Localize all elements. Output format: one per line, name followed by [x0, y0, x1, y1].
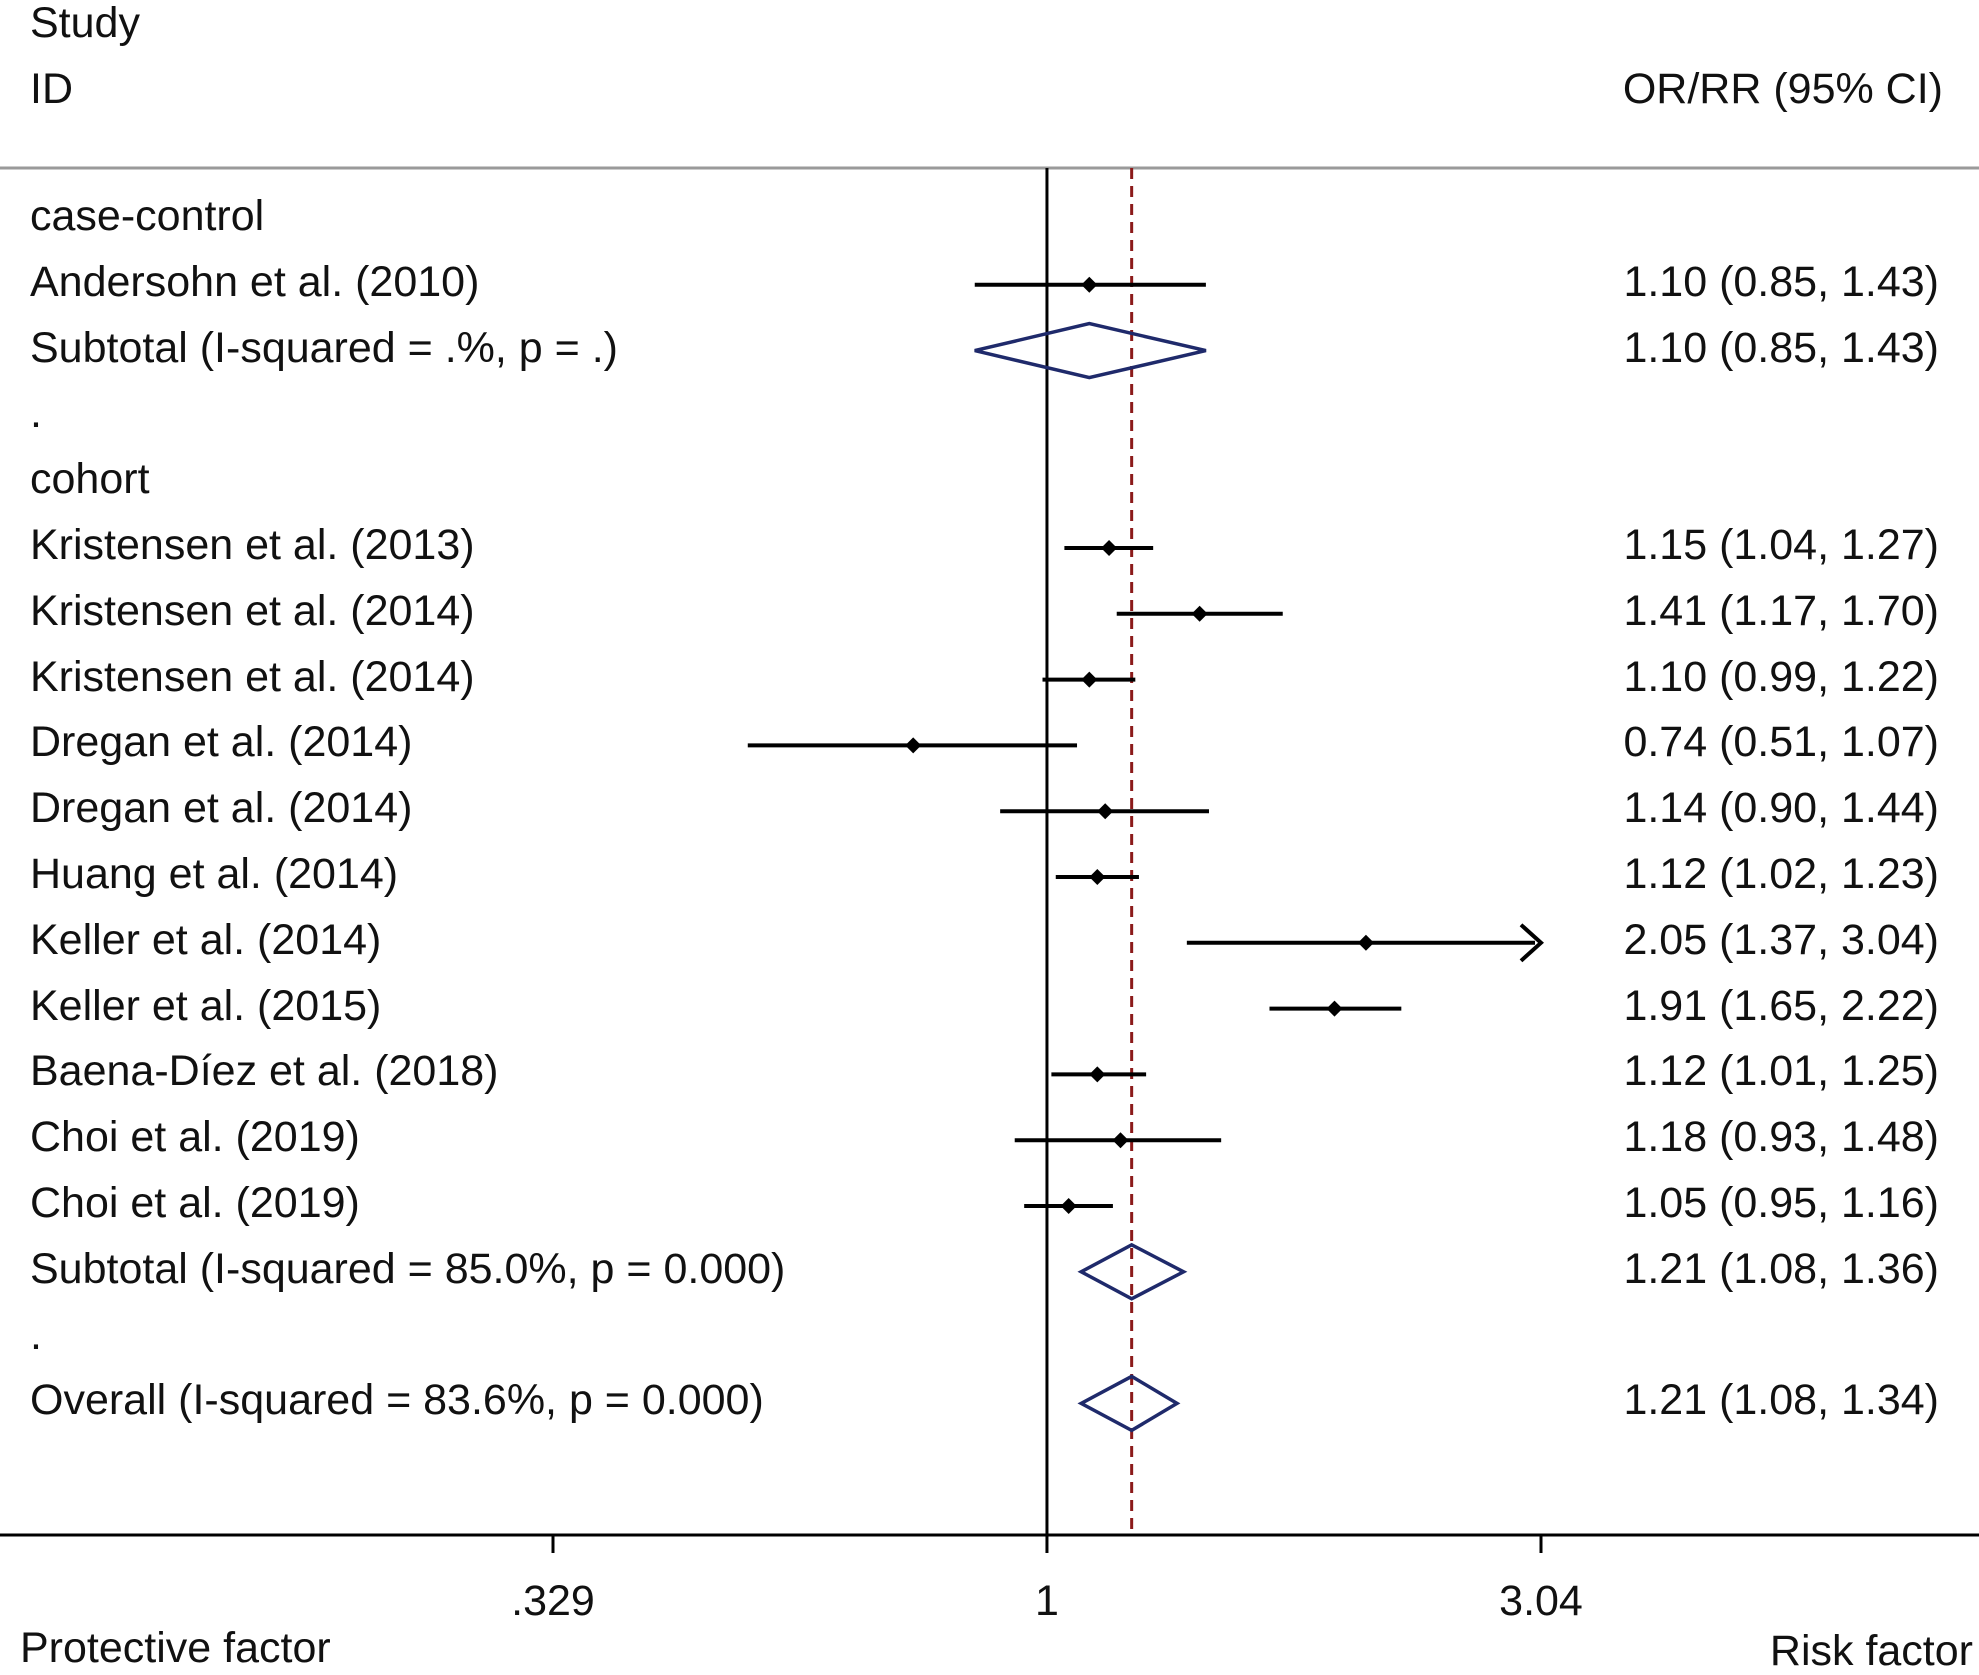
point-estimate: [1060, 1198, 1077, 1214]
point-estimate: [1357, 934, 1374, 951]
header-id-label: ID: [30, 65, 73, 113]
estimate-text: 1.15 (1.04, 1.27): [1623, 521, 1939, 569]
estimate-text: 1.05 (0.95, 1.16): [1623, 1179, 1939, 1227]
point-estimate: [1112, 1132, 1129, 1149]
study-label: Kristensen et al. (2014): [30, 586, 475, 635]
chart-marks: [551, 168, 1544, 1553]
group-label: cohort: [30, 455, 150, 504]
point-estimate: [905, 737, 922, 754]
estimate-text: 1.14 (0.90, 1.44): [1623, 784, 1939, 833]
overall-diamond: [1077, 1374, 1181, 1433]
header-study-label: Study: [30, 0, 140, 47]
spacer-label: .: [30, 1310, 42, 1359]
subtotal-label: Subtotal (I-squared = 85.0%, p = 0.000): [30, 1244, 786, 1293]
estimate-text: 1.10 (0.85, 1.43): [1623, 257, 1939, 306]
subtotal-diamond: [974, 321, 1207, 380]
risk-factor-label: Risk factor: [1769, 1627, 1973, 1675]
study-label: Kristensen et al. (2013): [30, 521, 475, 569]
subtotal-diamond: [1077, 1242, 1188, 1301]
estimate-text: 1.10 (0.85, 1.43): [1623, 323, 1939, 372]
estimate-text: 1.91 (1.65, 2.22): [1623, 981, 1939, 1030]
study-label: Huang et al. (2014): [30, 850, 399, 898]
point-estimate: [1326, 1000, 1343, 1017]
point-estimate: [1089, 1066, 1106, 1083]
study-label: Choi et al. (2019): [30, 1113, 360, 1162]
spacer-label: .: [30, 389, 42, 438]
overall-label: Overall (I-squared = 83.6%, p = 0.000): [30, 1376, 764, 1425]
x-tick-label: .329: [511, 1577, 595, 1625]
point-estimate: [1081, 276, 1098, 293]
estimate-text: 1.10 (0.99, 1.22): [1623, 652, 1939, 701]
study-label: Choi et al. (2019): [30, 1179, 360, 1227]
study-label: Dregan et al. (2014): [30, 784, 413, 833]
x-tick-label: 1: [1034, 1577, 1059, 1625]
point-estimate: [1191, 605, 1208, 622]
study-label: Baena-Díez et al. (2018): [30, 1047, 499, 1096]
estimate-text: 1.41 (1.17, 1.70): [1623, 586, 1939, 635]
x-tick-label: 3.04: [1499, 1577, 1583, 1625]
study-label: Dregan et al. (2014): [30, 718, 413, 767]
estimate-text: 2.05 (1.37, 3.04): [1623, 915, 1939, 964]
estimate-text: 0.74 (0.51, 1.07): [1623, 718, 1939, 767]
estimate-text: 1.18 (0.93, 1.48): [1623, 1113, 1939, 1162]
study-label: Keller et al. (2015): [30, 981, 382, 1030]
point-estimate: [1089, 869, 1106, 885]
study-label: Andersohn et al. (2010): [30, 257, 480, 306]
protective-factor-label: Protective factor: [20, 1624, 331, 1672]
point-estimate: [1081, 671, 1098, 688]
subtotal-label: Subtotal (I-squared = .%, p = .): [30, 323, 618, 372]
estimate-text: 1.21 (1.08, 1.34): [1623, 1376, 1939, 1425]
estimate-text: 1.12 (1.02, 1.23): [1623, 850, 1939, 898]
study-label: Kristensen et al. (2014): [30, 652, 475, 701]
ci-arrow: [1519, 923, 1544, 963]
estimate-text: 1.21 (1.08, 1.36): [1623, 1244, 1939, 1293]
point-estimate: [1101, 540, 1118, 556]
group-label: case-control: [30, 192, 265, 240]
study-label: Keller et al. (2014): [30, 915, 382, 964]
point-estimate: [1097, 803, 1114, 820]
header-estimate-label: OR/RR (95% CI): [1622, 65, 1943, 113]
estimate-text: 1.12 (1.01, 1.25): [1623, 1047, 1939, 1096]
